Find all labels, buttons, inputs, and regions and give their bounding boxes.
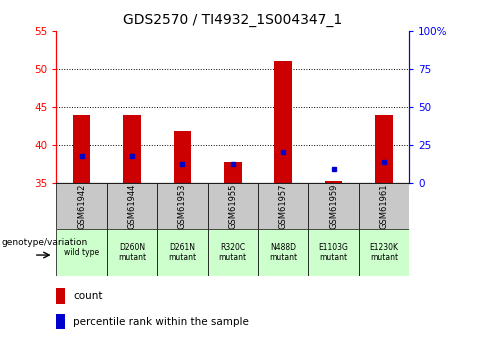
Bar — [123, 115, 141, 183]
Bar — [56, 314, 65, 329]
Bar — [56, 288, 65, 304]
Bar — [375, 115, 393, 183]
Bar — [258, 229, 308, 276]
Text: GSM61944: GSM61944 — [127, 184, 136, 229]
Text: GSM61955: GSM61955 — [228, 184, 237, 229]
Title: GDS2570 / TI4932_1S004347_1: GDS2570 / TI4932_1S004347_1 — [123, 13, 343, 27]
Bar — [157, 183, 208, 229]
Text: count: count — [74, 291, 103, 301]
Bar — [208, 183, 258, 229]
Bar — [56, 183, 107, 229]
Text: N488D
mutant: N488D mutant — [269, 243, 297, 263]
Text: E1103G
mutant: E1103G mutant — [318, 243, 348, 263]
Bar — [359, 183, 409, 229]
Bar — [208, 229, 258, 276]
Bar — [173, 131, 191, 183]
Text: GSM61959: GSM61959 — [329, 184, 338, 229]
Text: D260N
mutant: D260N mutant — [118, 243, 146, 263]
Text: genotype/variation: genotype/variation — [1, 238, 87, 247]
Text: D261N
mutant: D261N mutant — [168, 243, 196, 263]
Bar — [308, 183, 359, 229]
Bar — [359, 229, 409, 276]
Bar — [157, 229, 208, 276]
Bar — [107, 183, 157, 229]
Bar — [308, 229, 359, 276]
Bar — [325, 181, 343, 183]
Text: GSM61957: GSM61957 — [279, 184, 288, 229]
Bar — [107, 229, 157, 276]
Bar — [56, 229, 107, 276]
Text: percentile rank within the sample: percentile rank within the sample — [74, 317, 249, 327]
Text: wild type: wild type — [64, 248, 99, 257]
Bar — [73, 115, 90, 183]
Text: GSM61953: GSM61953 — [178, 184, 187, 229]
Text: E1230K
mutant: E1230K mutant — [369, 243, 398, 263]
Text: R320C
mutant: R320C mutant — [219, 243, 247, 263]
Text: GSM61961: GSM61961 — [379, 184, 389, 229]
Bar — [258, 183, 308, 229]
Bar — [224, 161, 242, 183]
Bar — [274, 61, 292, 183]
Text: GSM61942: GSM61942 — [77, 184, 86, 229]
